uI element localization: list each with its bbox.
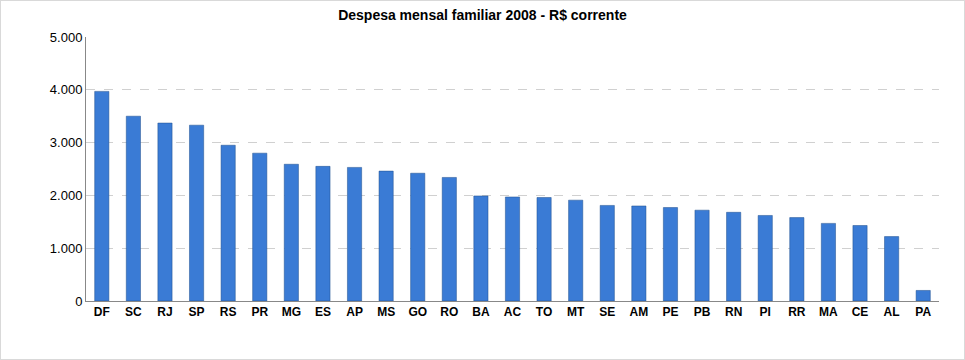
svg-text:RR: RR xyxy=(788,305,806,319)
svg-text:RN: RN xyxy=(725,305,742,319)
svg-text:MT: MT xyxy=(567,305,585,319)
svg-text:4.000: 4.000 xyxy=(50,82,83,97)
svg-text:PE: PE xyxy=(662,305,678,319)
svg-text:PR: PR xyxy=(251,305,268,319)
svg-text:RS: RS xyxy=(220,305,237,319)
svg-text:AL: AL xyxy=(884,305,900,319)
svg-text:AC: AC xyxy=(504,305,522,319)
svg-text:PA: PA xyxy=(915,305,931,319)
svg-text:MA: MA xyxy=(819,305,838,319)
svg-text:MG: MG xyxy=(282,305,301,319)
svg-text:ES: ES xyxy=(315,305,331,319)
svg-text:Despesa mensal familiar 2008 -: Despesa mensal familiar 2008 - R$ corren… xyxy=(338,7,627,23)
svg-text:5.000: 5.000 xyxy=(50,30,83,45)
svg-text:CE: CE xyxy=(852,305,869,319)
svg-text:SC: SC xyxy=(125,305,142,319)
svg-text:BA: BA xyxy=(472,305,490,319)
svg-text:2.000: 2.000 xyxy=(50,188,83,203)
svg-text:1.000: 1.000 xyxy=(50,241,83,256)
svg-text:GO: GO xyxy=(408,305,427,319)
svg-text:RJ: RJ xyxy=(157,305,172,319)
svg-text:DF: DF xyxy=(94,305,110,319)
svg-text:PB: PB xyxy=(694,305,711,319)
svg-text:RO: RO xyxy=(440,305,458,319)
svg-text:SP: SP xyxy=(189,305,205,319)
svg-text:AM: AM xyxy=(630,305,649,319)
svg-text:SE: SE xyxy=(599,305,615,319)
svg-text:TO: TO xyxy=(536,305,552,319)
svg-text:PI: PI xyxy=(760,305,771,319)
svg-text:3.000: 3.000 xyxy=(50,135,83,150)
svg-text:MS: MS xyxy=(377,305,395,319)
svg-text:0: 0 xyxy=(75,294,82,309)
svg-text:AP: AP xyxy=(346,305,363,319)
